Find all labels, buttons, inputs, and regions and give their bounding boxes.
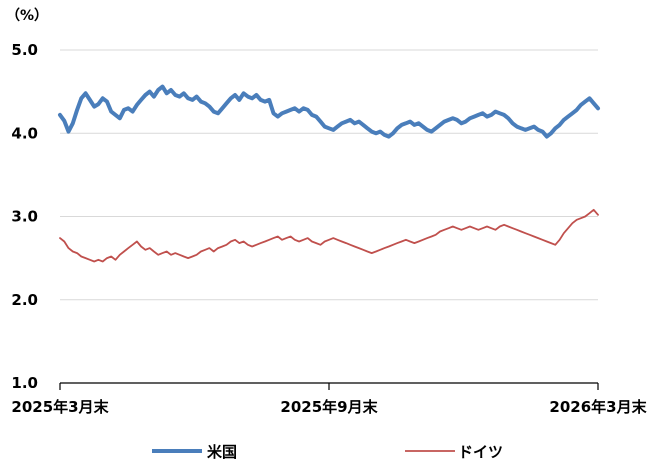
y-tick-label: 1.0 bbox=[11, 374, 38, 392]
tick-labels: （%） 5.0 4.0 3.0 2.0 1.0 2025年3月末 2025年9月末 2026年… bbox=[6, 8, 648, 416]
series-line-us bbox=[58, 84, 600, 139]
series-line-germany bbox=[59, 208, 599, 263]
series-lines bbox=[58, 84, 600, 263]
legend-label-germany: ドイツ bbox=[458, 443, 503, 459]
x-tick-label: 2026年3月末 bbox=[549, 398, 647, 416]
legend: 米国 ドイツ bbox=[152, 443, 503, 461]
y-tick-label: 5.0 bbox=[11, 41, 38, 59]
y-tick-label: 4.0 bbox=[11, 124, 38, 142]
legend-label-us: 米国 bbox=[207, 443, 237, 459]
gridlines bbox=[60, 49, 598, 301]
axes bbox=[59, 382, 599, 390]
x-tick-label: 2025年3月末 bbox=[11, 398, 109, 416]
unit-label: （%） bbox=[6, 8, 48, 24]
y-tick-label: 2.0 bbox=[11, 291, 38, 309]
y-tick-label: 3.0 bbox=[11, 208, 38, 226]
x-tick-label: 2025年9月末 bbox=[280, 398, 378, 416]
